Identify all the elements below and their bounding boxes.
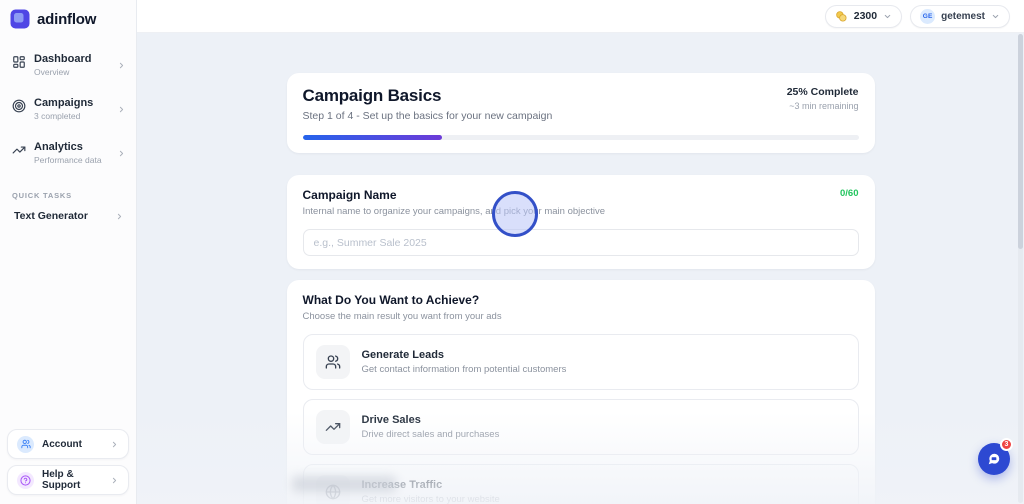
wizard-progress-info: 25% Complete ~3 min remaining	[787, 86, 859, 111]
click-indicator	[492, 191, 538, 237]
quick-task-label: Text Generator	[14, 210, 88, 222]
chat-fab-button[interactable]: 3	[978, 438, 1013, 475]
help-circle-icon	[17, 471, 34, 489]
time-remaining-label: ~3 min remaining	[789, 101, 859, 111]
sidebar-item-sublabel: 3 completed	[34, 111, 81, 121]
blurred-next-section-heading	[292, 476, 396, 492]
avatar: GE	[920, 8, 936, 24]
trending-up-icon	[12, 143, 26, 157]
progress-percent-label: 25% Complete	[786, 86, 859, 98]
credits-amount: 2300	[853, 10, 878, 22]
sidebar-item-analytics[interactable]: Analytics Performance data	[0, 139, 136, 167]
credits-pill[interactable]: 2300	[824, 4, 903, 28]
sidebar-nav: Dashboard Overview Campaigns 3 completed	[0, 51, 136, 167]
scrollbar-track[interactable]	[1018, 34, 1023, 503]
target-icon	[12, 99, 26, 113]
help-support-button[interactable]: Help & Support	[7, 465, 129, 495]
account-label: Account	[42, 438, 82, 450]
campaign-name-title: Campaign Name	[302, 188, 397, 202]
help-support-label: Help & Support	[42, 469, 81, 491]
users-icon	[17, 435, 34, 453]
sidebar-item-label: Campaigns	[34, 97, 94, 109]
chevron-down-icon	[991, 12, 1000, 21]
objective-option-generate-leads[interactable]: Generate Leads Get contact information f…	[302, 334, 859, 390]
sidebar-item-label: Dashboard	[34, 53, 92, 65]
sidebar-item-text: Analytics Performance data	[34, 141, 109, 165]
wizard-header-card: Campaign Basics Step 1 of 4 - Set up the…	[286, 73, 875, 153]
top-bar: 2300 GE getemest	[0, 0, 1024, 33]
chevron-right-icon	[117, 145, 126, 163]
campaign-name-card: Campaign Name 0/60 Internal name to orga…	[286, 175, 875, 269]
sidebar-item-label: Analytics	[34, 141, 83, 153]
wizard-header-text: Campaign Basics Step 1 of 4 - Set up the…	[303, 86, 553, 122]
wizard-content-column: Campaign Basics Step 1 of 4 - Set up the…	[286, 73, 875, 504]
chevron-right-icon	[110, 440, 119, 449]
objective-option-description: Get more visitors to your website	[361, 494, 500, 504]
scrollbar-thumb[interactable]	[1018, 34, 1023, 249]
objective-option-title: Drive Sales	[361, 414, 421, 426]
sidebar-item-dashboard[interactable]: Dashboard Overview	[0, 51, 136, 79]
user-name: getemest	[941, 10, 985, 22]
objective-option-title: Generate Leads	[361, 349, 445, 361]
char-counter: 0/60	[840, 188, 859, 199]
campaign-name-input[interactable]	[302, 229, 859, 256]
progress-bar-fill	[302, 135, 442, 140]
sidebar-footer: Account Help & Support	[7, 429, 129, 495]
sidebar-item-campaigns[interactable]: Campaigns 3 completed	[0, 95, 136, 123]
sidebar-item-sublabel: Performance data	[34, 155, 102, 165]
progress-bar-track	[302, 135, 859, 140]
sidebar-item-text-generator[interactable]: Text Generator	[0, 200, 136, 224]
brand-logo[interactable]: adinflow	[0, 0, 136, 29]
campaign-name-description: Internal name to organize your campaigns…	[302, 206, 606, 217]
objective-title: What Do You Want to Achieve?	[302, 293, 480, 307]
objective-description: Choose the main result you want from you…	[302, 311, 502, 322]
objective-option-description: Drive direct sales and purchases	[361, 429, 500, 440]
chevron-down-icon	[883, 12, 892, 21]
sidebar-item-sublabel: Overview	[34, 67, 70, 77]
quick-tasks-section-label: QUICK TASKS	[12, 191, 72, 200]
notification-badge: 3	[1000, 438, 1013, 451]
chevron-right-icon	[110, 476, 119, 485]
objective-option-text: Drive Sales Drive direct sales and purch…	[362, 414, 500, 440]
objective-card: What Do You Want to Achieve? Choose the …	[286, 280, 875, 504]
user-menu-pill[interactable]: GE getemest	[910, 4, 1010, 28]
adinflow-logo-icon	[10, 9, 30, 29]
sidebar-item-text: Campaigns 3 completed	[34, 97, 109, 121]
chat-bubble-icon	[987, 452, 1001, 466]
chevron-right-icon	[117, 57, 126, 75]
users-icon	[315, 345, 350, 379]
dashboard-grid-icon	[12, 55, 26, 69]
sidebar: adinflow Dashboard Overview	[0, 0, 137, 504]
brand-name: adinflow	[37, 10, 97, 28]
trending-up-icon	[315, 410, 350, 444]
wizard-step-subtitle: Step 1 of 4 - Set up the basics for your…	[302, 110, 553, 122]
objective-option-text: Generate Leads Get contact information f…	[362, 349, 567, 375]
chevron-right-icon	[115, 212, 124, 221]
objective-option-description: Get contact information from potential c…	[361, 364, 567, 375]
page-title: Campaign Basics	[302, 86, 442, 105]
chevron-right-icon	[117, 101, 126, 119]
sidebar-item-text: Dashboard Overview	[34, 53, 109, 77]
account-button[interactable]: Account	[7, 429, 129, 459]
main-content: Campaign Basics Step 1 of 4 - Set up the…	[137, 33, 1024, 504]
objective-option-drive-sales[interactable]: Drive Sales Drive direct sales and purch…	[302, 399, 859, 455]
coins-icon	[835, 10, 848, 23]
